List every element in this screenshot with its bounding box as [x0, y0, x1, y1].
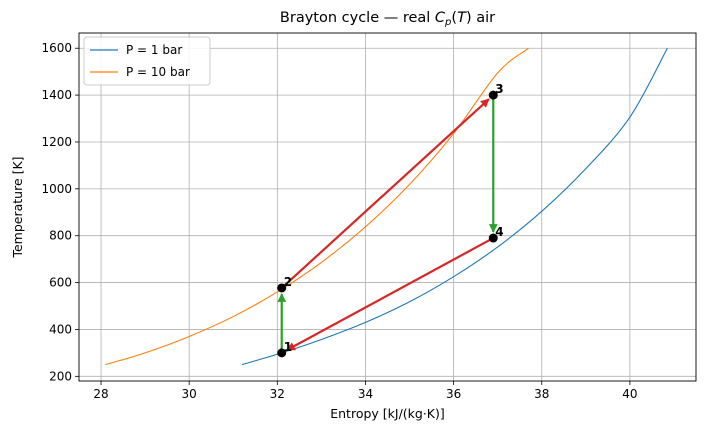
isobar-curve-1: [105, 47, 529, 366]
y-tick-label: 1600: [41, 41, 72, 55]
x-tick-label: 38: [534, 387, 549, 401]
state-point-4: [488, 233, 498, 243]
isobar-curves: [105, 47, 668, 366]
state-label-1: 1: [284, 340, 292, 354]
x-tick-label: 32: [270, 387, 285, 401]
process-4-1: [286, 237, 494, 351]
state-points: 1 2 3 4: [277, 82, 504, 358]
y-tick-label: 1000: [41, 182, 72, 196]
process-2-3: [280, 98, 490, 289]
chart-title: Brayton cycle — real Cp(T) air: [280, 10, 495, 28]
state-point-2: [277, 283, 287, 293]
cycle-processes: [277, 95, 498, 353]
legend-box: [83, 36, 211, 86]
x-tick-label: 28: [93, 387, 108, 401]
plot-frame: [78, 32, 697, 382]
isobar-curve-0: [241, 47, 668, 366]
state-point-3: [488, 90, 498, 100]
state-label-3: 3: [495, 82, 503, 96]
y-tick-label: 800: [49, 229, 72, 243]
y-tick-label: 200: [49, 369, 72, 383]
x-tick-label: 40: [622, 387, 637, 401]
legend-label-p10: P = 10 bar: [126, 65, 190, 79]
state-label-4: 4: [495, 225, 503, 239]
x-tick-label: 36: [446, 387, 461, 401]
y-tick-label: 1200: [41, 135, 72, 149]
y-tick-label: 400: [49, 322, 72, 336]
y-tick-label: 600: [49, 276, 72, 290]
axis-ticks: 28 30 32 34 36 38 4020040060080010001200140016…: [41, 41, 637, 401]
x-axis-label: Entropy [kJ/(kg·K)]: [330, 406, 445, 421]
state-point-1: [277, 348, 287, 358]
grid: [79, 33, 696, 381]
legend: P = 1 bar P = 10 bar: [83, 36, 211, 86]
state-label-2: 2: [284, 275, 292, 289]
y-tick-label: 1400: [41, 88, 72, 102]
x-tick-label: 34: [358, 387, 373, 401]
y-axis-label: Temperature [K]: [10, 156, 25, 258]
legend-label-p1: P = 1 bar: [126, 43, 182, 57]
x-tick-label: 30: [182, 387, 197, 401]
